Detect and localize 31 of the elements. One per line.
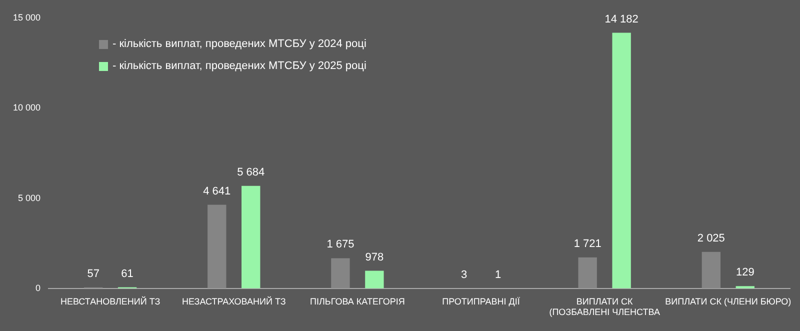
- data-label: 61: [121, 268, 134, 280]
- y-tick-label: 15 000: [12, 12, 41, 22]
- x-tick-label: ПРОТИПРАВНІ ДІЇ: [442, 296, 520, 306]
- data-label: 57: [87, 268, 100, 280]
- y-tick-label: 0: [36, 282, 41, 293]
- legend-label: - кількість виплат, проведених МТСБУ у 2025 році: [112, 60, 366, 72]
- data-label: 1 675: [326, 238, 354, 251]
- data-label: 2 025: [697, 232, 725, 244]
- bar: [242, 186, 260, 288]
- data-label: 1 721: [574, 238, 602, 250]
- x-tick-label: ВИПЛАТИ СК (ЧЛЕНИ БЮРО): [665, 296, 792, 306]
- bar: [612, 32, 631, 288]
- bar: [208, 204, 226, 288]
- data-label: 5 684: [237, 166, 265, 178]
- x-tick-label: ПІЛЬГОВА КАТЕГОРІЯ: [310, 296, 405, 306]
- bar: [578, 257, 597, 288]
- x-tick-label: НЕЗАСТРАХОВАНИЙ ТЗ: [182, 295, 286, 306]
- y-tick-label: 5 000: [18, 192, 41, 203]
- bar: [702, 252, 721, 288]
- data-label: 129: [736, 266, 754, 279]
- y-tick-label: 10 000: [12, 102, 41, 113]
- legend-label: - кількість виплат, проведених МТСБУ у 2024 році: [112, 38, 366, 50]
- data-label: 978: [365, 251, 384, 264]
- data-label: 14 182: [604, 13, 638, 26]
- bar: [365, 270, 384, 288]
- x-tick-label: НЕВСТАНОВЛЕНИЙ ТЗ: [60, 295, 160, 306]
- x-tick-label: ВИПЛАТИ СК (ПОЗБАВЛЕНІ ЧЛЕНСТВА: [549, 296, 660, 318]
- data-label: 4 641: [203, 185, 231, 198]
- bar: [331, 258, 350, 288]
- data-label: 3: [460, 268, 468, 281]
- data-label: 1: [494, 268, 502, 281]
